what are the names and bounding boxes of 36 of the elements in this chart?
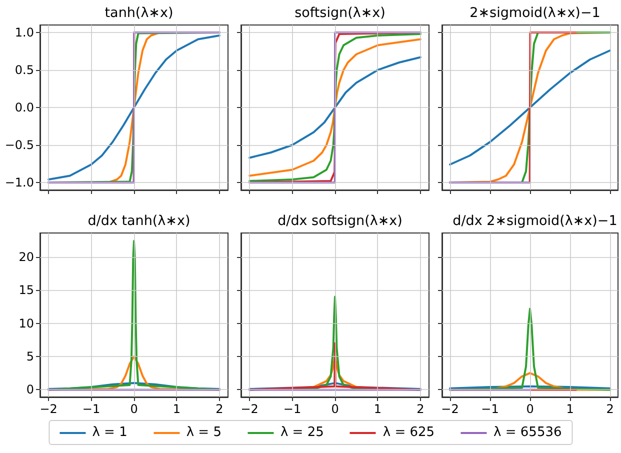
- chart-title: tanh(λ∗x): [104, 5, 174, 21]
- chart-title: 2∗sigmoid(λ∗x)−1: [470, 5, 600, 21]
- legend-label: λ = 625: [382, 425, 435, 440]
- chart-title: softsign(λ∗x): [294, 5, 386, 21]
- chart-title: d/dx softsign(λ∗x): [278, 213, 402, 229]
- x-tick-label: −1: [481, 402, 499, 416]
- x-tick-label: −2: [441, 402, 459, 416]
- y-tick-label: 5: [26, 350, 34, 364]
- x-tick-label: −2: [40, 402, 58, 416]
- y-tick-label: 1.0: [14, 26, 34, 40]
- x-tick-label: −2: [240, 402, 258, 416]
- x-tick-label: 2: [606, 402, 614, 416]
- x-tick-label: −1: [82, 402, 100, 416]
- y-tick-label: 0.5: [14, 63, 34, 77]
- x-tick-label: 0: [526, 402, 534, 416]
- y-tick-label: 0.0: [14, 100, 34, 114]
- y-tick-label: 0: [26, 382, 34, 397]
- x-tick-label: 1: [374, 402, 382, 416]
- y-tick-label: 15: [18, 283, 34, 298]
- x-tick-label: 2: [216, 402, 224, 416]
- chart-title: d/dx tanh(λ∗x): [88, 213, 190, 229]
- y-tick-label: −0.5: [4, 138, 34, 152]
- legend-label: λ = 5: [186, 425, 222, 440]
- x-tick-label: 2: [416, 402, 424, 416]
- chart-title: d/dx 2∗sigmoid(λ∗x)−1: [452, 213, 618, 229]
- y-tick-label: 20: [18, 250, 34, 264]
- x-tick-label: 0: [130, 402, 138, 416]
- y-tick-label: −1.0: [4, 176, 34, 190]
- legend-label: λ = 25: [280, 425, 324, 440]
- x-tick-label: 1: [172, 402, 181, 416]
- y-tick-label: 10: [18, 316, 34, 330]
- x-tick-label: 0: [331, 402, 339, 416]
- x-tick-label: −1: [283, 402, 302, 416]
- x-tick-label: 1: [566, 402, 574, 416]
- legend-label: λ = 1: [92, 425, 128, 440]
- legend-label: λ = 65536: [494, 425, 562, 440]
